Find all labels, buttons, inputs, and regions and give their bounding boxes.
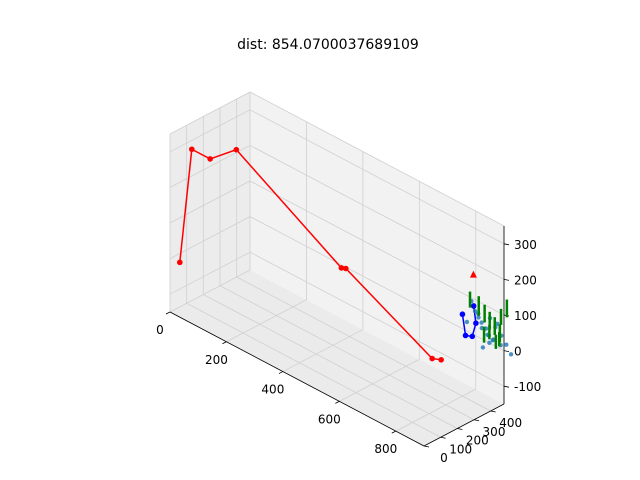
- z-grid-line: [169, 144, 505, 280]
- scatter-point: [487, 340, 492, 346]
- scatter-point: [508, 352, 514, 357]
- x-grid-line: [282, 151, 364, 372]
- scatter-point: [490, 337, 495, 343]
- y-tick-label: 100: [449, 442, 472, 456]
- red-route-point: [189, 146, 195, 153]
- z-tick-label: -100: [514, 380, 541, 394]
- z-tick: [503, 385, 510, 388]
- z-grid-line: [169, 180, 505, 316]
- z-tick: [503, 243, 510, 246]
- x-tick: [222, 341, 227, 345]
- z-grid-line: [169, 216, 505, 351]
- red-route-point: [177, 259, 183, 266]
- x-tick: [165, 311, 171, 315]
- x-tick: [278, 371, 284, 374]
- red-route-line: [179, 148, 442, 361]
- z-grid-line: [169, 109, 505, 245]
- y-tick: [457, 428, 463, 430]
- blue-route-point: [470, 303, 477, 309]
- z-grid-line: [169, 251, 505, 387]
- x-tick: [335, 400, 340, 404]
- plot-area: [177, 146, 514, 363]
- x-tick: [391, 430, 396, 434]
- x-tick-label: 400: [261, 383, 284, 397]
- y-tick-label: 400: [499, 416, 522, 430]
- z-tick-label: 0: [514, 345, 522, 359]
- y-grid-line: [236, 99, 491, 412]
- floor-pane: [170, 270, 504, 446]
- z-tick-label: 300: [514, 238, 537, 252]
- x-grid-line: [169, 92, 251, 313]
- x-tick-label: 200: [205, 353, 228, 367]
- scatter-point: [495, 321, 500, 327]
- z-tick: [503, 350, 510, 352]
- x-tick-label: 600: [318, 412, 341, 426]
- scatter-point: [476, 315, 481, 320]
- scatter-point: [504, 342, 509, 347]
- scatter-point: [472, 308, 478, 314]
- scatter-point: [480, 345, 486, 350]
- z-tick-label: 200: [514, 273, 537, 287]
- y-tick: [473, 419, 480, 422]
- y-tick: [490, 410, 496, 413]
- scatter-point: [464, 319, 470, 325]
- blue-route-point: [469, 333, 476, 340]
- y-tick: [440, 436, 446, 439]
- red-route-point: [207, 156, 213, 162]
- x-grid-line: [339, 181, 420, 402]
- z-tick: [503, 279, 510, 281]
- red-route-point: [233, 146, 240, 153]
- y-grid-line: [186, 125, 441, 438]
- blue-route-point: [473, 320, 479, 326]
- red-route-point: [429, 355, 435, 362]
- red-route-point: [438, 357, 444, 363]
- x-axis-line: [169, 311, 425, 447]
- y-grid-line: [202, 116, 458, 429]
- y-tick-label: 200: [466, 434, 489, 448]
- scatter-point: [479, 320, 484, 325]
- blue-route-point: [459, 311, 466, 318]
- x-grid-line: [226, 121, 307, 343]
- blue-route-point: [462, 332, 469, 339]
- x-grid-line: [395, 211, 477, 432]
- x-tick-label: 0: [156, 323, 164, 337]
- y-grid-line: [219, 107, 475, 421]
- y-tick-label: 300: [483, 425, 506, 439]
- y-tick: [423, 445, 430, 448]
- z-tick-label: 100: [514, 309, 537, 323]
- red-route-point: [343, 265, 349, 272]
- grid-lines: [169, 92, 505, 447]
- y-tick-label: 0: [440, 451, 448, 465]
- triangle-marker: [469, 270, 477, 278]
- x-tick-label: 800: [374, 442, 397, 456]
- chart-title: dist: 854.0700037689109: [237, 37, 419, 53]
- red-route-point: [338, 265, 345, 271]
